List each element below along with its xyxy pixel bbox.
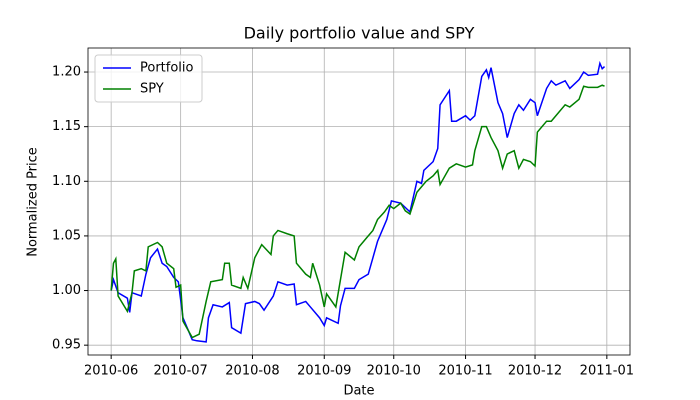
series-line [110,60,606,343]
series-line [110,84,605,339]
x-tick-label: 2010-06 [84,364,138,379]
y-tick-label: 1.15 [52,119,81,134]
chart-title: Daily portfolio value and SPY [244,24,475,43]
x-tick-label: 2011-01 [580,364,634,379]
y-axis-label: Normalized Price [26,147,41,257]
y-tick-label: 1.00 [52,283,81,298]
y-tick-label: 0.95 [52,338,81,353]
x-tick-label: 2010-08 [225,364,279,379]
legend-label: Portfolio [140,61,194,76]
legend-box [94,54,203,103]
x-tick-label: 2010-10 [367,364,421,379]
x-tick-label: 2010-12 [508,364,562,379]
x-axis-label: Date [343,384,374,399]
y-tick-label: 1.10 [52,174,81,189]
y-tick-label: 1.20 [52,65,81,80]
x-tick-label: 2010-07 [153,364,207,379]
x-tick-label: 2010-11 [438,364,492,379]
plot-frame [87,47,631,356]
x-tick-label: 2010-09 [297,364,351,379]
y-tick-label: 1.05 [52,228,81,243]
legend-label: SPY [140,82,164,97]
